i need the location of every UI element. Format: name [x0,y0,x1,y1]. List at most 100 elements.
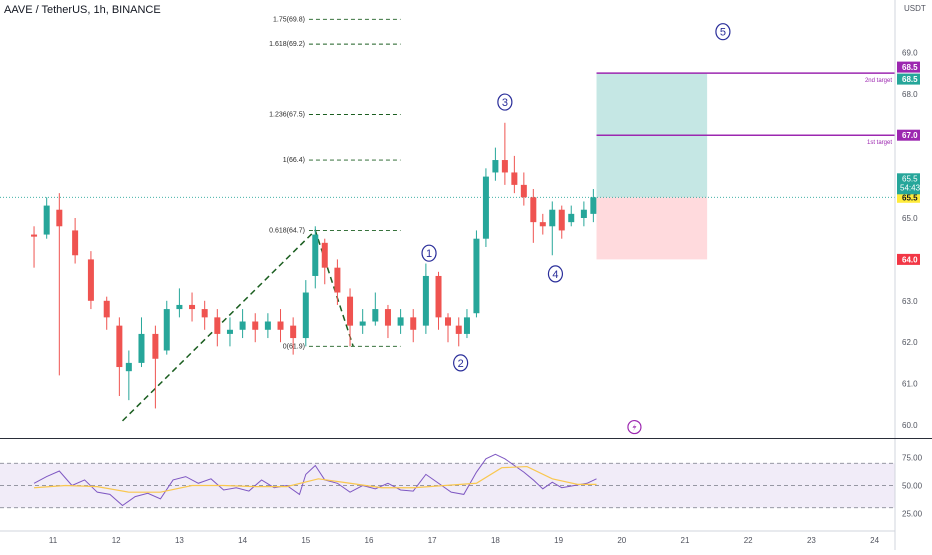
candle-body [397,317,404,326]
wave-marker-circle [715,23,731,41]
candle-body [511,172,518,185]
candle-body [463,317,470,334]
rsi-tick-label: 75.00 [902,454,923,463]
candle-body [239,321,246,330]
price-tag [897,73,920,85]
wave-marker-circle [453,354,469,372]
chart-title: AAVE / TetherUS, 1h, BINANCE [4,4,161,16]
candle-body [422,275,429,326]
candle-body [72,230,79,256]
candle-body [359,321,366,326]
wave-marker-circle [547,265,564,283]
wave-label: 1 [426,248,432,260]
x-tick-label: 21 [681,536,690,545]
candle-body [189,304,196,310]
candle-body [501,160,508,173]
rsi-ma-line [33,465,597,493]
candle-body [226,329,233,334]
y-tick-label: 68.0 [902,90,918,99]
wave-label: 5 [720,27,726,39]
y-tick-label: 62.0 [902,338,918,347]
candle-body [43,205,50,235]
target-line-label: 2nd target [865,78,892,84]
price-tag [897,253,920,265]
fib-zigzag [121,229,354,422]
candle-body [176,304,183,310]
candle-body [252,321,259,330]
price-tag [897,129,920,141]
price-tag-label: 64.0 [902,255,918,264]
price-tag-label: 67.0 [902,131,918,140]
y-tick-label: 65.0 [902,214,918,223]
wave-marker-circle [497,93,513,111]
candle-body [321,242,328,268]
candle-body [264,321,271,330]
candle-body [214,317,221,334]
target-line-label: 1st target [867,140,892,146]
price-tag-label: 65.5 [902,193,918,202]
candle-body [539,222,546,227]
fib-level-label: 1.618(69.2) [269,41,305,48]
y-tick-label: 69.0 [902,48,918,57]
loss-zone [596,197,708,260]
x-tick-label: 13 [175,536,184,545]
candle-body [277,321,284,330]
price-tag [897,61,920,73]
candle-body [520,184,527,198]
candle-body [435,275,442,318]
x-tick-label: 12 [112,536,121,545]
candle-body [312,234,319,276]
candle-body [290,325,297,339]
candle-body [530,197,537,223]
candle-body [384,309,391,326]
candle-body [549,209,556,227]
x-tick-label: 19 [554,536,563,545]
price-tag-label: 68.5 [902,75,918,84]
candle-body [445,317,451,326]
candle-body [482,176,489,239]
candle-body [116,325,123,368]
x-tick-label: 15 [301,536,310,545]
fib-level-label: 1.236(67.5) [269,112,305,119]
candle-body [410,317,417,330]
candle-body [558,209,565,231]
candle-body [580,209,587,218]
candle-body [163,309,170,351]
x-tick-label: 20 [617,536,626,545]
candle-body [473,238,480,314]
price-tag [897,191,920,203]
fib-level-label: 1(66.4) [283,157,305,164]
candle-body [201,309,208,318]
x-tick-label: 17 [428,536,437,545]
wave-label: 4 [552,269,558,281]
wave-marker-circle [421,244,437,262]
x-tick-label: 24 [870,536,879,545]
rsi-tick-label: 50.00 [902,482,923,491]
wave-label: 3 [502,97,508,109]
candle-body [455,325,462,334]
x-tick-label: 11 [49,536,58,545]
lightning-glyph [632,423,637,432]
candle-body [31,234,38,237]
candle-body [568,213,575,223]
rsi-tick-label: 25.00 [902,509,923,518]
candle-body [347,296,354,326]
currency-label: USDT [904,4,926,13]
candle-body [492,160,499,173]
candle-body [334,267,341,293]
x-tick-label: 18 [491,536,500,545]
x-tick-label: 14 [238,536,247,545]
candle-body [56,209,63,227]
candle-body [590,197,597,214]
candle-body [152,333,159,359]
fib-level-label: 1.75(69.8) [273,16,305,23]
price-tag-label: 68.5 [902,63,918,72]
y-tick-label: 63.0 [902,297,918,306]
candle-body [138,333,145,363]
x-tick-label: 23 [807,536,816,545]
candle-body [103,300,110,318]
wave-label: 2 [458,358,464,370]
fib-level-label: 0.618(64.7) [269,227,305,234]
